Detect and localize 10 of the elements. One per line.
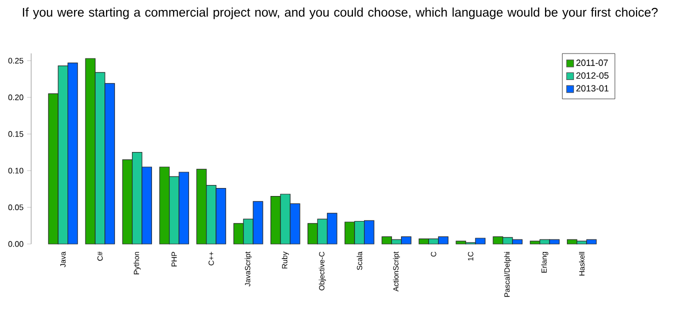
y-tick-label: 0.00 <box>8 241 24 247</box>
legend-label: 2011-07 <box>576 60 608 66</box>
y-tick-label: 0.15 <box>8 131 24 137</box>
y-tick-label: 0.25 <box>8 58 24 64</box>
y-tick-label: 0.05 <box>8 204 24 210</box>
y-tick-label: 0.10 <box>8 168 24 174</box>
legend-label: 2013-01 <box>576 85 608 92</box>
chart-title: If you were starting a commercial project now, and you could choose, which language would be your first choice? <box>22 8 658 20</box>
legend-label: 2012-05 <box>576 72 609 79</box>
y-tick-label: 0.20 <box>8 94 24 100</box>
